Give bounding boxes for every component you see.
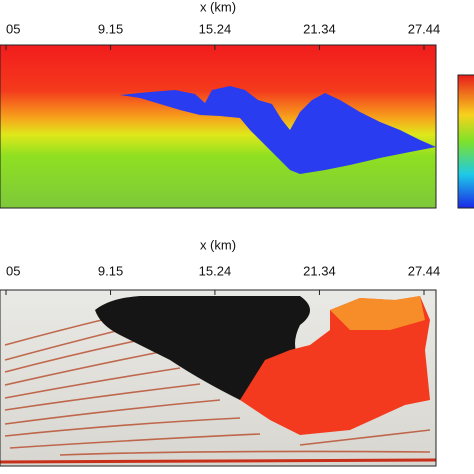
x-tick-label: 21.34 bbox=[303, 263, 336, 278]
x-tick-label: 9.15 bbox=[98, 21, 123, 36]
axis-label: x (km) bbox=[200, 237, 236, 252]
migration-panel bbox=[0, 289, 437, 467]
x-tick-label: 15.24 bbox=[199, 21, 232, 36]
x-tick-label: 21.34 bbox=[303, 21, 336, 36]
x-tick-label: 27.44 bbox=[408, 263, 441, 278]
bottom-reflector bbox=[0, 458, 437, 464]
reflectors bbox=[4, 317, 431, 456]
salt-top-glow bbox=[330, 296, 425, 330]
x-tick-label: 05 bbox=[6, 21, 20, 36]
x-tick-label: 15.24 bbox=[199, 263, 232, 278]
salt-body bbox=[120, 86, 436, 174]
x-tick-label: 9.15 bbox=[98, 263, 123, 278]
velocity-panel bbox=[0, 44, 437, 209]
colorbar bbox=[457, 74, 474, 209]
x-tick-label: 27.44 bbox=[408, 21, 441, 36]
salt-image bbox=[240, 296, 430, 435]
panel-frame bbox=[0, 289, 437, 467]
panel-frame bbox=[0, 44, 437, 209]
axis-label: x (km) bbox=[200, 0, 236, 14]
x-tick-label: 05 bbox=[6, 263, 20, 278]
